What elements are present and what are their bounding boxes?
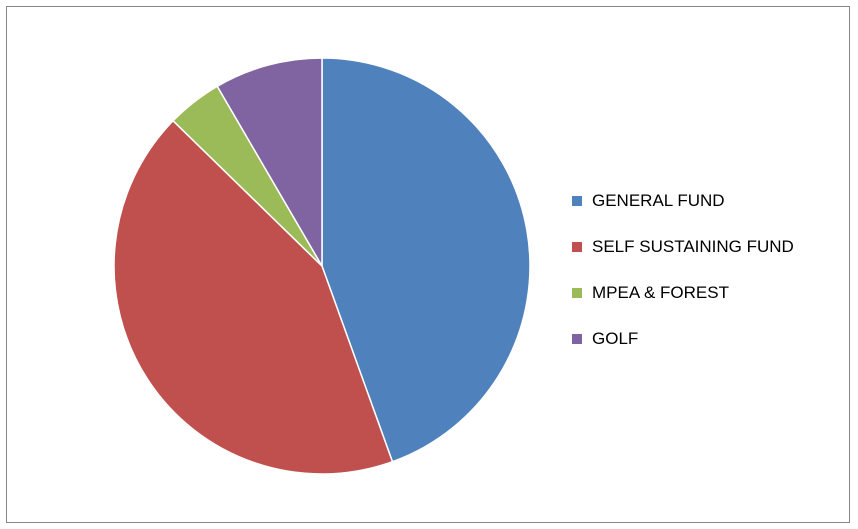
legend-swatch-general-fund: [572, 196, 582, 206]
legend-item-golf: GOLF: [572, 327, 794, 351]
legend-label-self-sustaining-fund: SELF SUSTAINING FUND: [592, 237, 794, 256]
legend-swatch-self-sustaining-fund: [572, 242, 582, 252]
legend-label-golf: GOLF: [592, 329, 639, 348]
legend-item-mpea-forest: MPEA & FOREST: [572, 281, 794, 305]
legend-swatch-golf: [572, 334, 582, 344]
pie-slice-golf: [216, 57, 323, 267]
legend-label-general-fund: GENERAL FUND: [592, 191, 725, 210]
legend-item-general-fund: GENERAL FUND: [572, 189, 794, 213]
pie-slice-general-fund: [321, 57, 531, 463]
legend: GENERAL FUND SELF SUSTAINING FUND MPEA &…: [572, 189, 794, 373]
chart-area: GENERAL FUND SELF SUSTAINING FUND MPEA &…: [6, 6, 850, 523]
legend-swatch-mpea-forest: [572, 288, 582, 298]
legend-item-self-sustaining-fund: SELF SUSTAINING FUND: [572, 235, 794, 259]
pie-slice-self-sustaining-fund: [113, 120, 394, 475]
pie-chart: [113, 57, 531, 475]
legend-label-mpea-forest: MPEA & FOREST: [592, 283, 729, 302]
